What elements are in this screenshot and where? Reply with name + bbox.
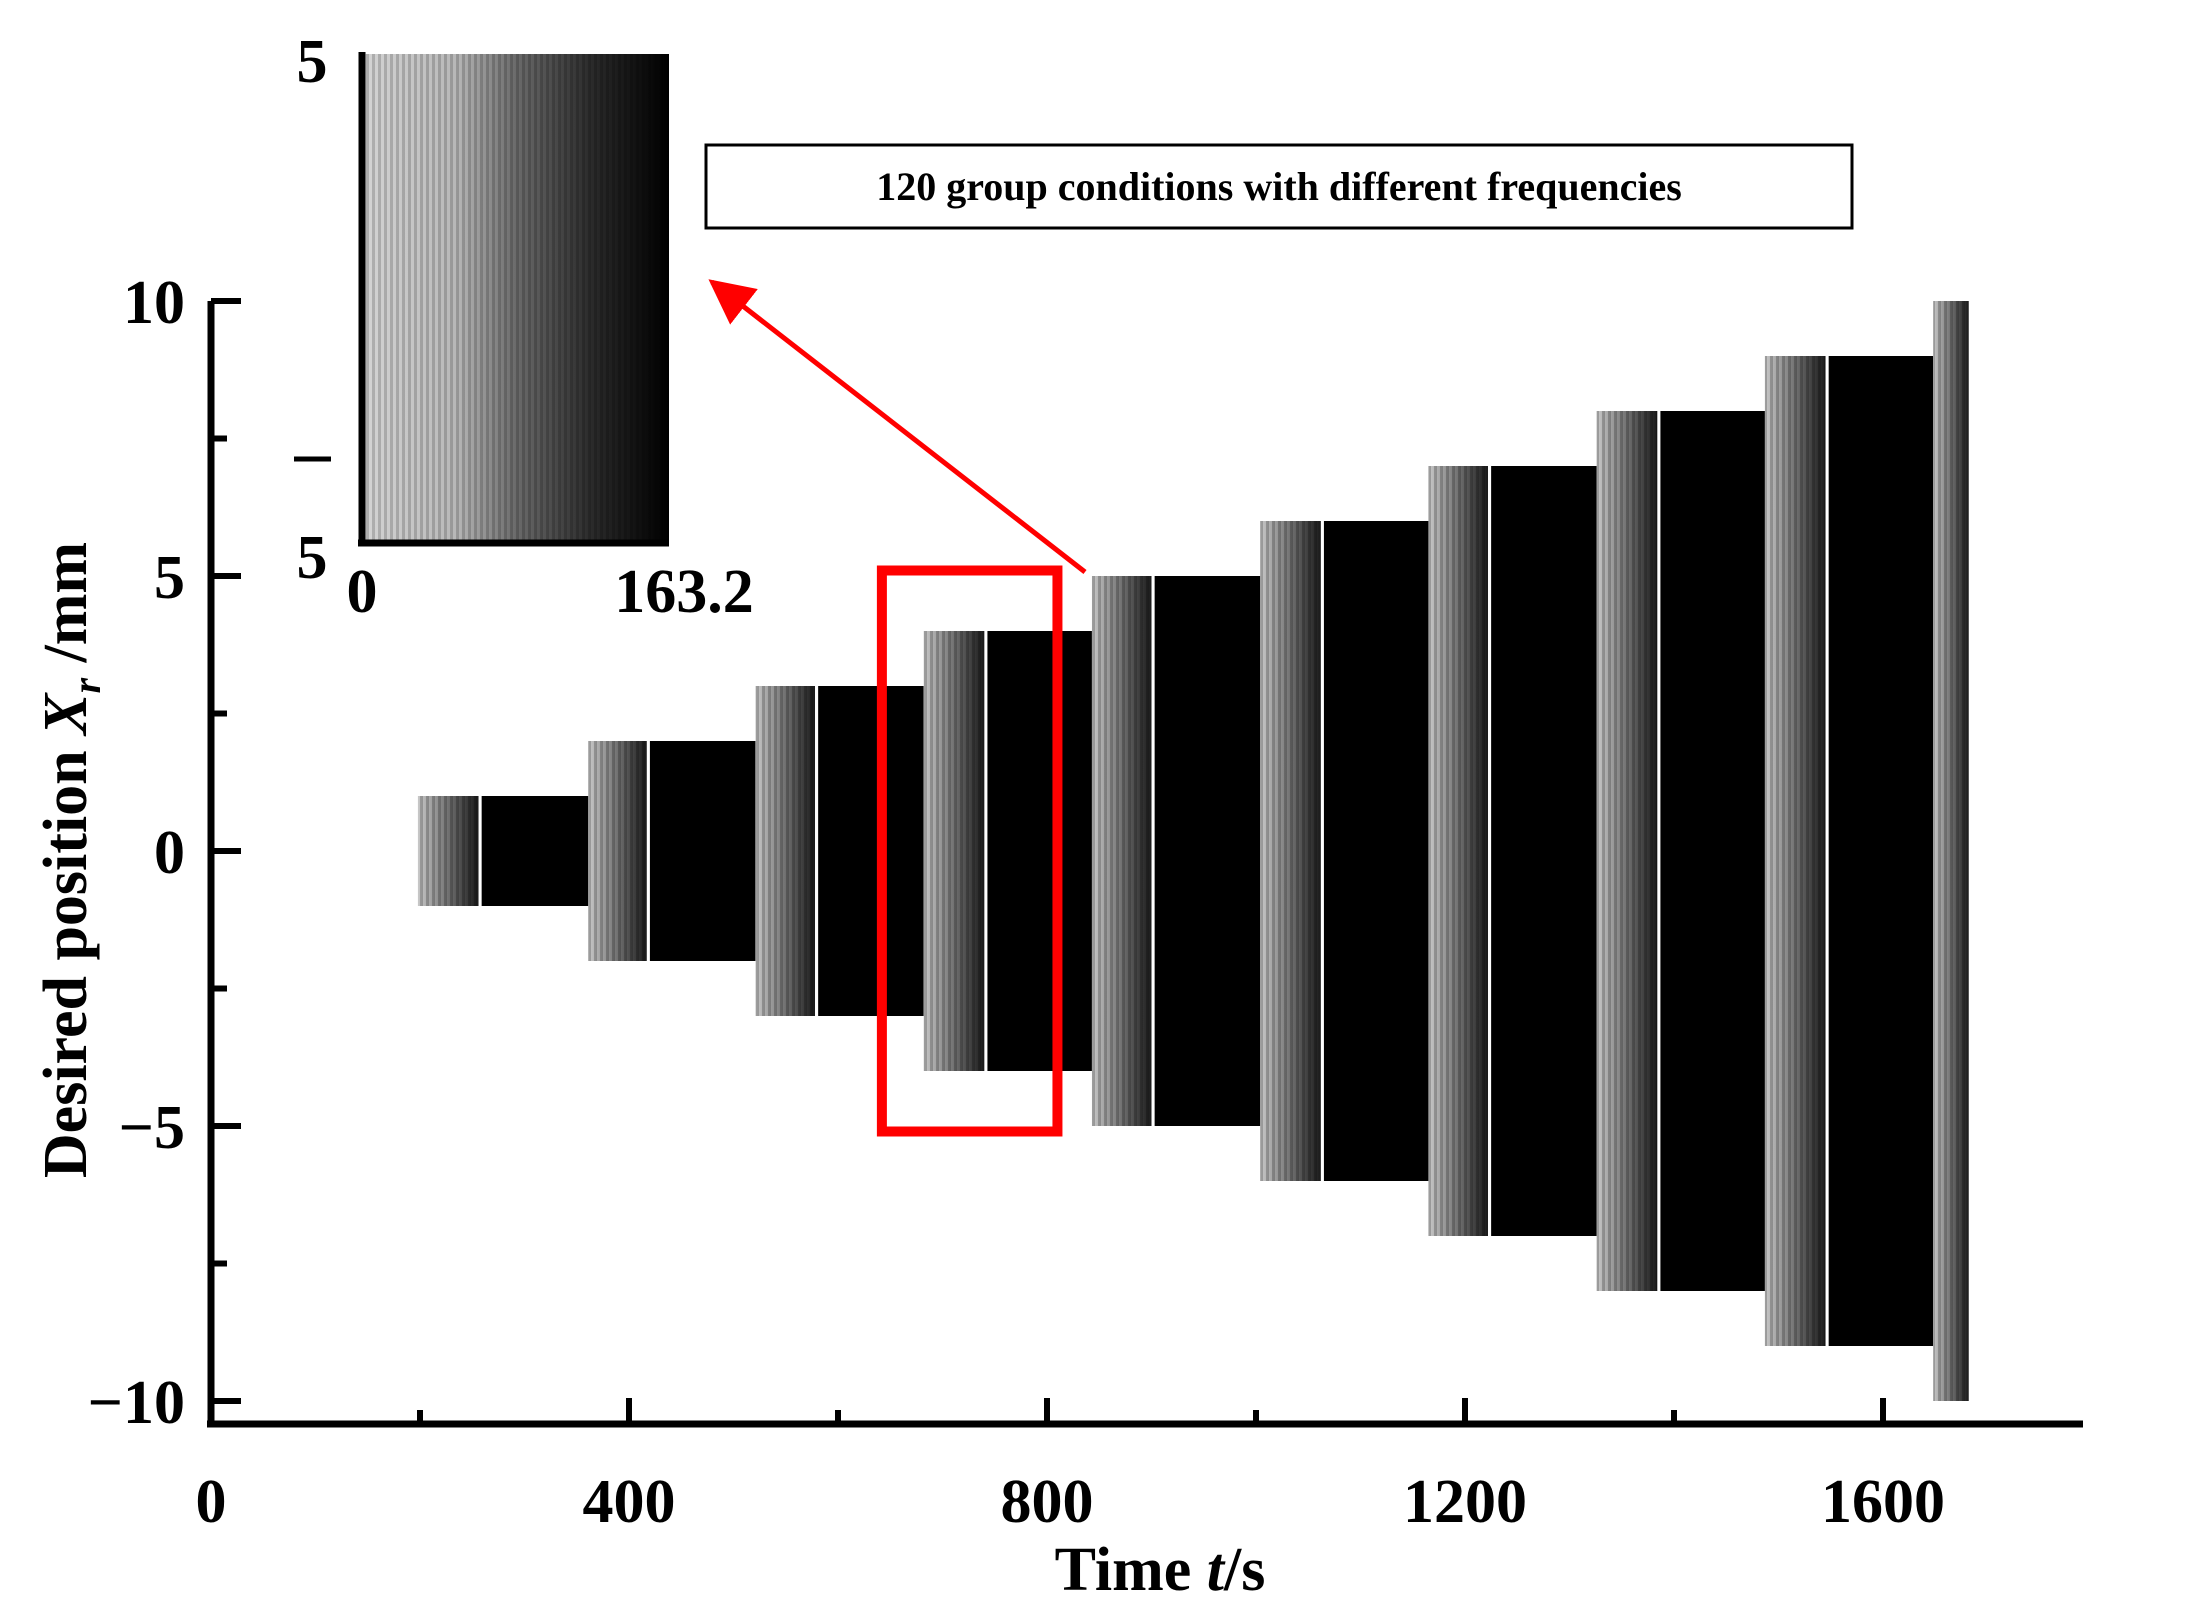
segment-chirp-texture-9 bbox=[1764, 356, 1826, 1346]
segment-chirp-texture-3 bbox=[755, 686, 816, 1016]
segment-solid-3 bbox=[818, 686, 924, 1016]
segment-solid-6 bbox=[1323, 521, 1429, 1181]
segment-solid-1 bbox=[481, 796, 589, 906]
y-tick-label--5: −5 bbox=[119, 1094, 185, 1162]
inset-x-tick-label-end: 163.2 bbox=[614, 558, 754, 626]
segment-solid-4 bbox=[987, 631, 1092, 1071]
axes bbox=[207, 301, 2083, 1428]
segment-chirp-texture-4 bbox=[923, 631, 985, 1071]
inset-y-tick-label-bottom: 5 bbox=[297, 524, 328, 592]
segment-chirp-texture-6 bbox=[1260, 521, 1321, 1181]
segment-chirp-texture-5 bbox=[1091, 576, 1152, 1126]
segment-chirp-texture-7 bbox=[1428, 466, 1488, 1236]
inset-y-tick-label-top: 5 bbox=[297, 28, 328, 96]
x-tick-label-1600: 1600 bbox=[1821, 1468, 1945, 1536]
inset-x-tick-label-start: 0 bbox=[347, 558, 378, 626]
segment-solid-9 bbox=[1828, 356, 1934, 1346]
x-tick-label-800: 800 bbox=[1001, 1468, 1094, 1536]
segment-chirp-texture-8 bbox=[1596, 411, 1658, 1291]
x-tick-label-0: 0 bbox=[196, 1468, 227, 1536]
segment-solid-8 bbox=[1660, 411, 1765, 1291]
signal-segments bbox=[417, 301, 1969, 1401]
annotation-frame bbox=[704, 143, 1854, 230]
x-tick-label-1200: 1200 bbox=[1403, 1468, 1527, 1536]
segment-chirp-texture-10 bbox=[1933, 301, 1969, 1401]
highlight-box bbox=[876, 565, 1063, 1137]
y-tick-label-0: 0 bbox=[154, 819, 185, 887]
inset: 5 5 0 163.2 bbox=[294, 28, 754, 626]
inset-trace-texture bbox=[364, 54, 669, 543]
highlight-arrow bbox=[708, 279, 1087, 574]
annotation-box: 120 group conditions with different freq… bbox=[704, 143, 1854, 230]
y-tick-label-10: 10 bbox=[123, 269, 185, 337]
segment-solid-7 bbox=[1491, 466, 1597, 1236]
y-tick-label-5: 5 bbox=[154, 544, 185, 612]
y-tick-label--10: −10 bbox=[88, 1369, 185, 1437]
x-ticks: 0 400 800 1200 1600 bbox=[196, 1398, 1945, 1536]
segment-solid-2 bbox=[649, 741, 756, 961]
y-ticks: −10 −5 0 5 10 bbox=[88, 269, 241, 1437]
annotation-text: 120 group conditions with different freq… bbox=[876, 164, 1682, 209]
x-tick-label-400: 400 bbox=[583, 1468, 676, 1536]
segment-chirp-texture-2 bbox=[588, 741, 647, 961]
y-axis-title: Desired position Xr /mm bbox=[32, 542, 109, 1178]
x-axis-title: Time t/s bbox=[1055, 1536, 1266, 1604]
segment-solid-5 bbox=[1154, 576, 1261, 1126]
segment-chirp-texture-1 bbox=[417, 796, 479, 906]
